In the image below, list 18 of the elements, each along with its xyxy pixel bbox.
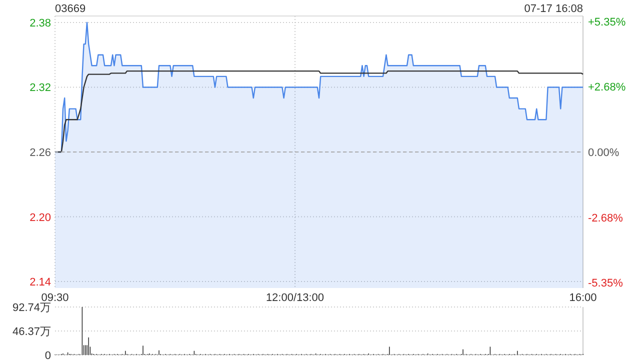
x-tick-label: 12:00/13:00 (266, 292, 324, 304)
y-tick-label: 2.32 (30, 82, 51, 94)
x-tick-label: 09:30 (41, 292, 69, 304)
y-tick-label: 92.74万 (12, 302, 51, 314)
y2-tick-label: 0.00% (588, 147, 620, 159)
y2-tick-label: +5.35% (588, 16, 626, 28)
y-tick-label: 2.38 (30, 17, 51, 30)
chart-title: 03669 (55, 3, 86, 15)
y-tick-label: 2.20 (30, 212, 51, 224)
y2-tick-label: +2.68% (588, 82, 626, 94)
y-tick-label: 0 (44, 350, 51, 360)
x-tick-label: 16:00 (569, 292, 597, 304)
y-tick-label: 2.26 (30, 147, 51, 159)
y2-tick-label: -5.35% (588, 278, 624, 290)
y2-tick-label: -2.68% (588, 212, 624, 224)
y-tick-label: 2.14 (30, 276, 51, 289)
text: 07-17 16:08 (524, 3, 583, 15)
y-tick-label: 46.37万 (12, 326, 51, 338)
